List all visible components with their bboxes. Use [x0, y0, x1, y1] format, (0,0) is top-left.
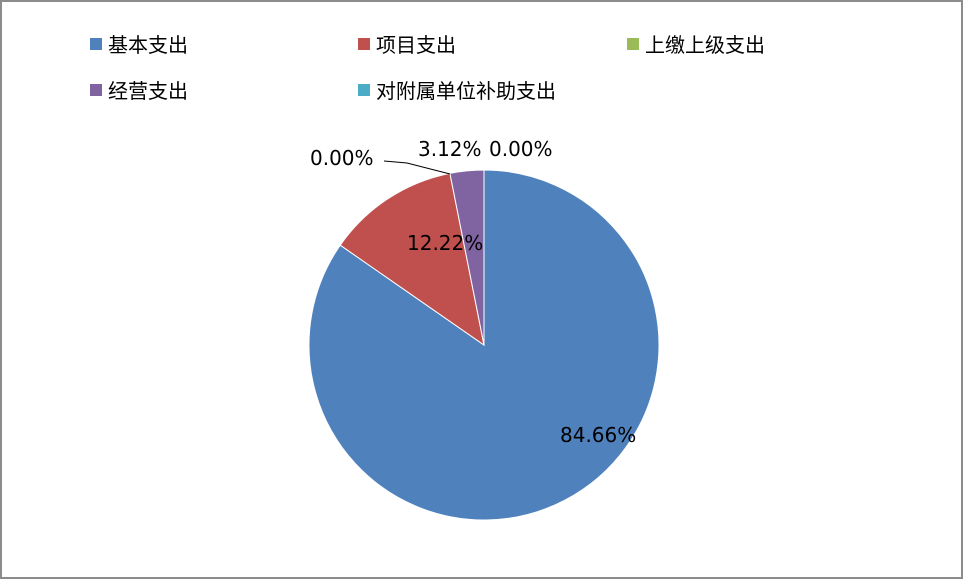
legend-swatch	[90, 38, 102, 50]
data-label: 0.00%	[489, 137, 553, 161]
data-label: 12.22%	[407, 231, 483, 255]
data-label: 84.66%	[560, 423, 636, 447]
legend-swatch	[627, 38, 639, 50]
legend-label: 基本支出	[108, 33, 188, 57]
data-label: 3.12%	[418, 137, 482, 161]
legend-label: 对附属单位补助支出	[376, 79, 556, 103]
legend-swatch	[358, 38, 370, 50]
legend-swatch	[358, 84, 370, 96]
legend-label: 项目支出	[376, 33, 456, 57]
pie-slice	[339, 172, 485, 347]
leader-line	[383, 160, 451, 175]
legend-label: 经营支出	[108, 79, 188, 103]
data-label: 0.00%	[310, 146, 374, 170]
legend-swatch	[90, 84, 102, 96]
legend-label: 上缴上级支出	[645, 33, 765, 57]
pie-slice	[449, 169, 485, 346]
